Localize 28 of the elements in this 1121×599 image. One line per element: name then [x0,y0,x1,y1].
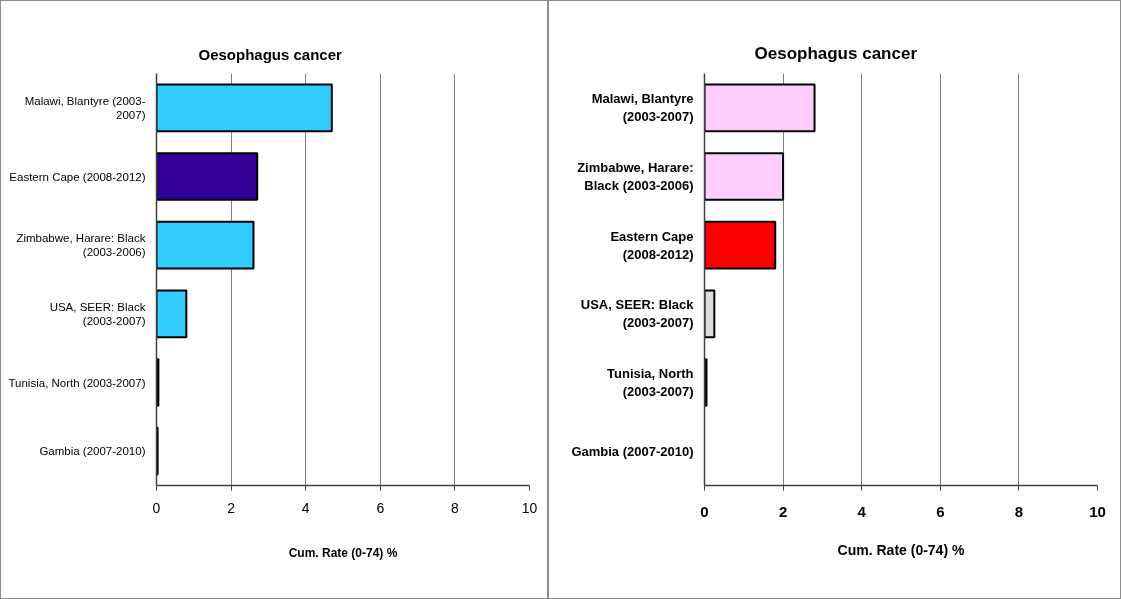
x-tick-label: 0 [700,502,709,520]
chart-title: Oesophagus cancer [754,43,918,63]
x-axis-title: Cum. Rate (0-74) % [288,545,398,560]
y-tick-label: Malawi, Blantyre (2003- 2007) [24,94,146,122]
x-tick-label: 2 [227,499,236,516]
x-tick-label: 2 [778,502,788,520]
y-tick-label: Gambia (2007-2010) [571,443,694,459]
y-tick-label: Zimbabwe, Harare: Black (2003-2006) [577,160,694,193]
y-tick-label: Eastern Cape (2008-2012) [9,170,146,183]
y-tick-label: USA, SEER: Black (2003-2007) [49,300,146,328]
x-tick-label: 10 [1089,502,1106,520]
chart-title: Oesophagus cancer [198,45,343,63]
y-tick-label: Tunisia, North (2003-2007) [8,376,146,389]
x-tick-label: 6 [376,499,385,516]
y-tick-label: Malawi, Blantyre (2003-2007) [591,91,694,125]
x-tick-label: 4 [301,499,310,516]
x-tick-label: 6 [936,502,945,520]
y-tick-label: Gambia (2007-2010) [39,445,146,458]
x-tick-label: 0 [152,499,161,516]
x-tick-label: 4 [857,502,867,520]
y-tick-label: USA, SEER: Black (2003-2007) [580,297,695,331]
x-tick-label: 8 [451,499,460,516]
x-axis-title: Cum. Rate (0-74) % [837,541,965,558]
y-tick-label: Tunisia, North (2003-2007) [607,366,694,399]
y-tick-label: Zimbabwe, Harare: Black (2003-2006) [16,231,146,259]
x-tick-label: 8 [1014,502,1024,520]
y-tick-label: Eastern Cape (2008-2012) [610,228,694,262]
x-tick-label: 10 [521,499,538,516]
